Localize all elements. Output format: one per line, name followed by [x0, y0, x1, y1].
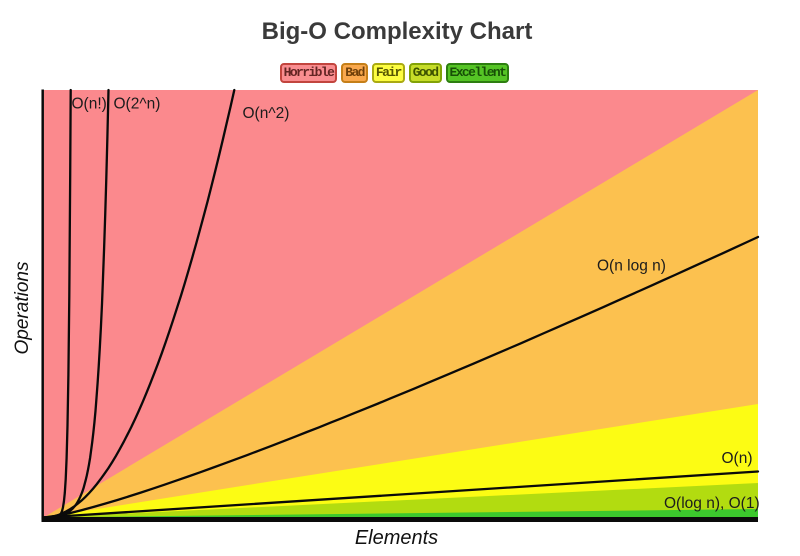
svg-text:O(log n), O(1): O(log n), O(1)	[664, 495, 760, 512]
svg-text:O(n^2): O(n^2)	[243, 105, 290, 122]
svg-text:O(n): O(n)	[722, 450, 753, 467]
svg-text:O(n!): O(n!)	[72, 96, 107, 113]
svg-text:O(n log n): O(n log n)	[597, 258, 666, 275]
svg-text:O(2^n): O(2^n)	[114, 96, 161, 113]
